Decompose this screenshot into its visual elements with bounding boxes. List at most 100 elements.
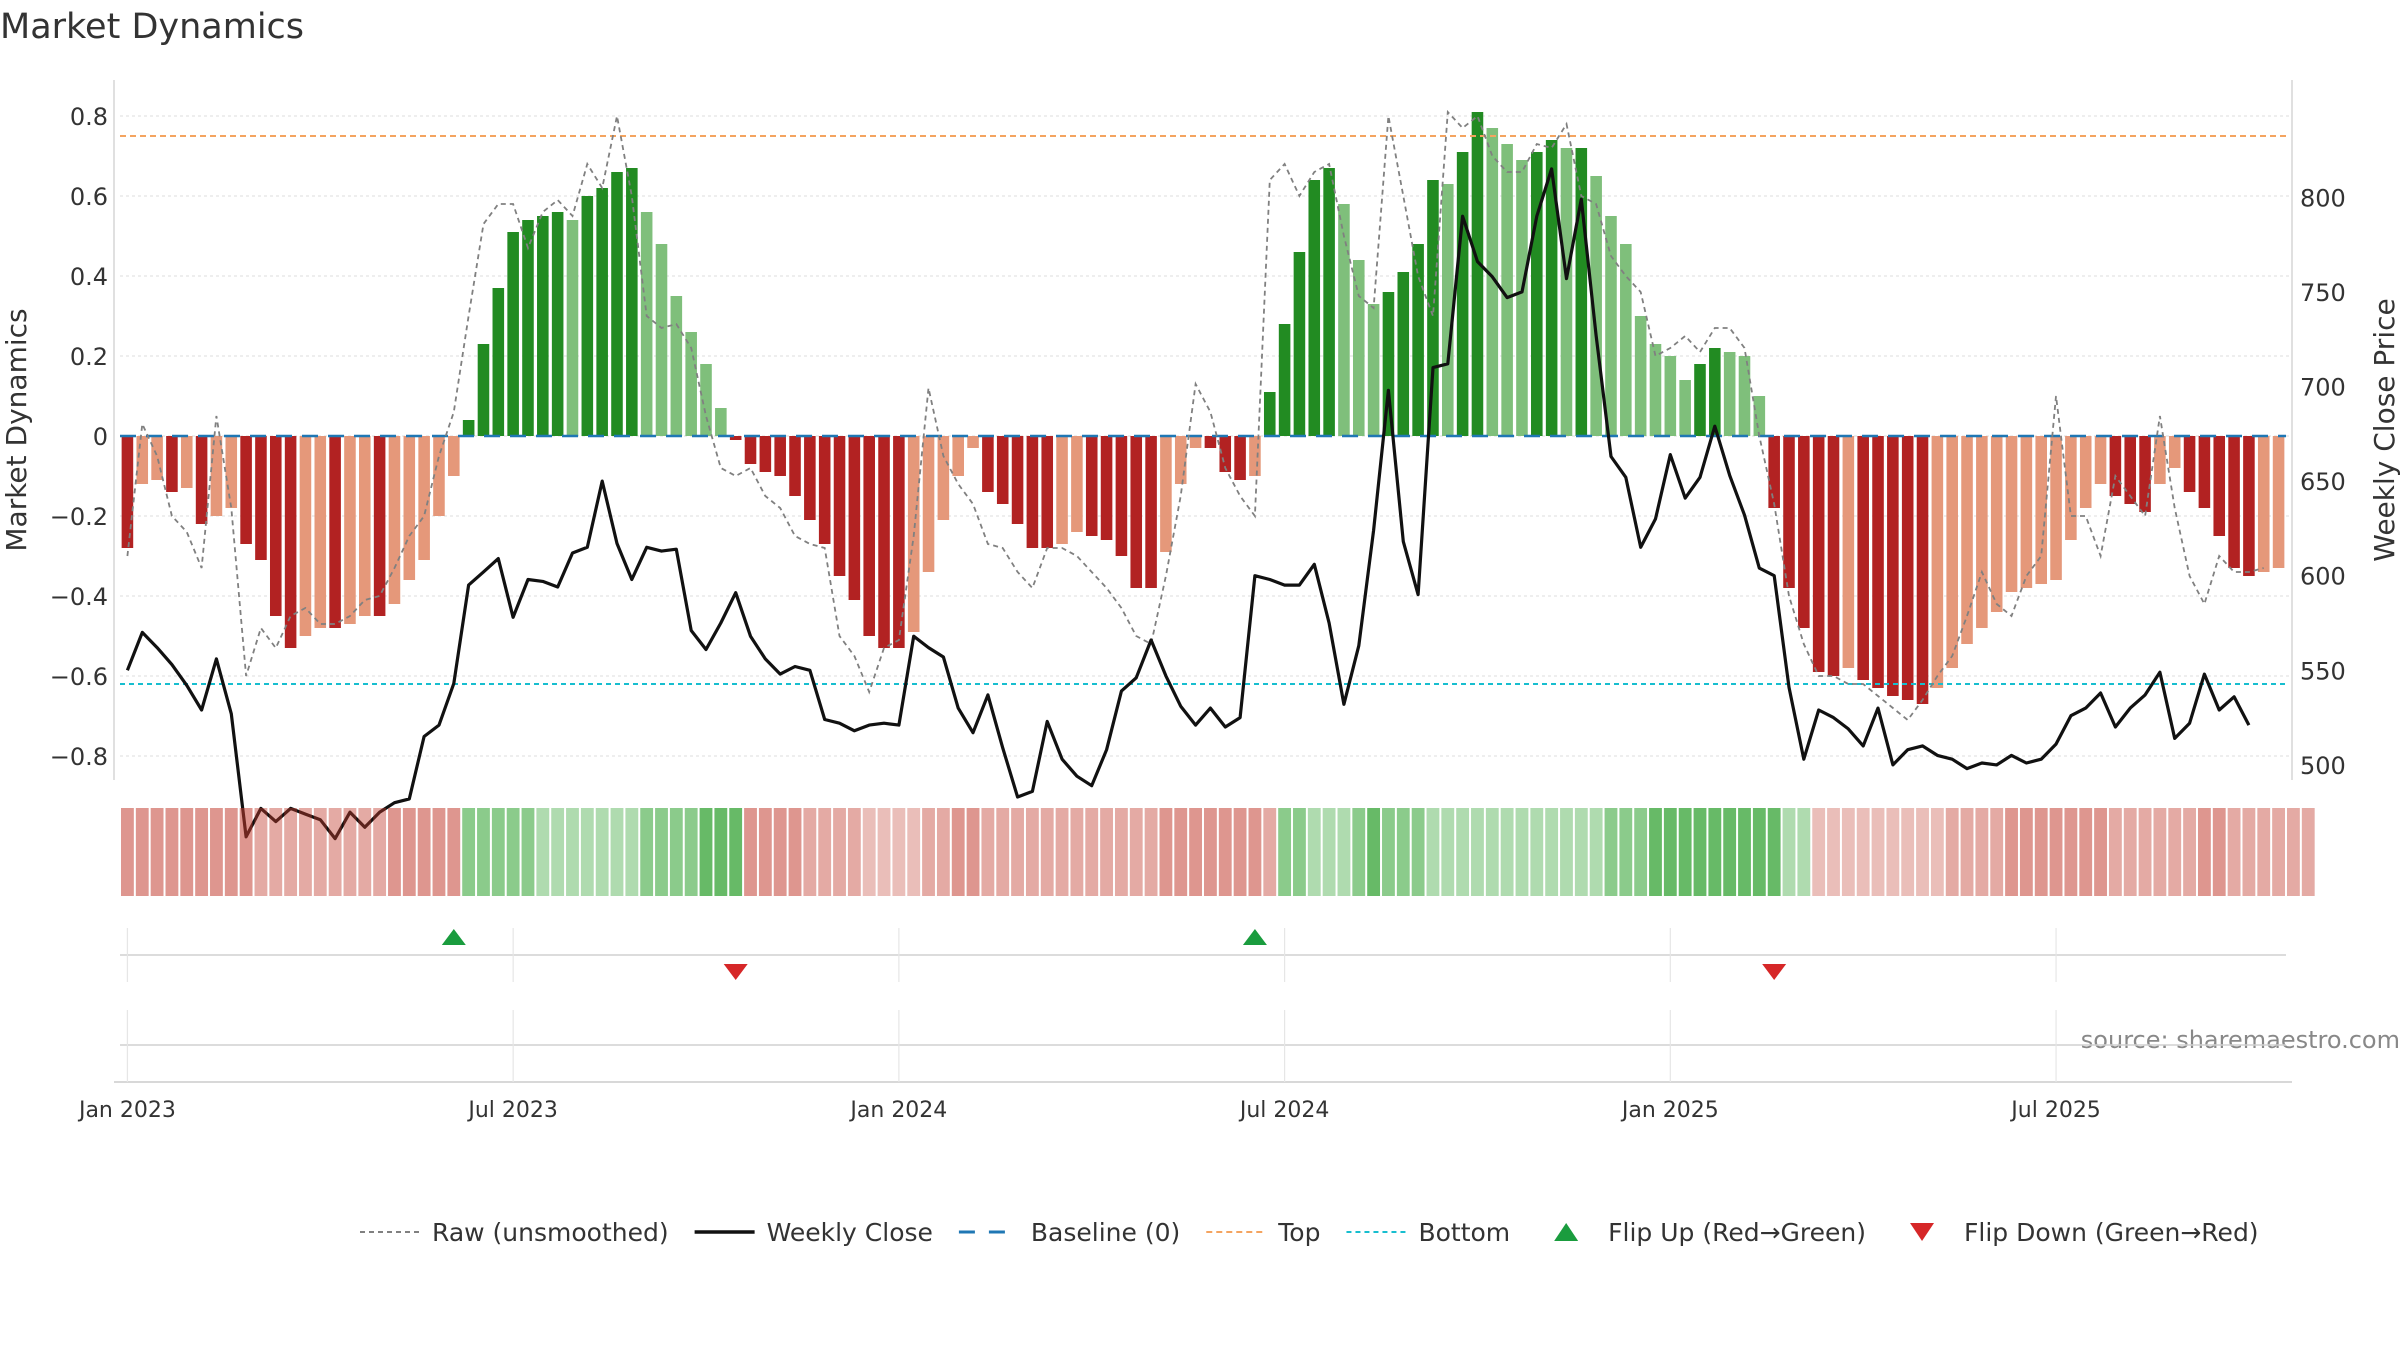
- regime-cell: [1278, 808, 1292, 896]
- regime-cell: [744, 808, 757, 896]
- momentum-bar: [670, 296, 683, 436]
- regime-cell: [684, 808, 698, 896]
- momentum-bar: [1976, 436, 1988, 628]
- regime-cell: [2153, 808, 2167, 896]
- momentum-bar: [240, 436, 252, 544]
- legend-item: Weekly Close: [694, 1218, 933, 1247]
- momentum-bar: [1367, 304, 1380, 436]
- momentum-bar: [1798, 436, 1810, 628]
- regime-cell: [818, 808, 832, 896]
- regime-cell: [1055, 808, 1069, 896]
- regime-cell: [1708, 808, 1722, 896]
- momentum-bar: [1501, 144, 1513, 436]
- momentum-bar: [952, 436, 964, 476]
- momentum-bar: [1174, 436, 1187, 484]
- momentum-bar: [1872, 436, 1884, 688]
- regime-cell: [1901, 808, 1915, 896]
- regime-cell: [1574, 808, 1588, 896]
- momentum-bar: [804, 436, 816, 520]
- legend-item: Top: [1206, 1218, 1320, 1247]
- regime-cell: [210, 808, 223, 896]
- regime-cell: [1070, 808, 1084, 896]
- regime-cell: [595, 808, 609, 896]
- momentum-bar: [1531, 152, 1543, 436]
- regime-cell: [625, 808, 639, 896]
- momentum-bar: [2139, 436, 2151, 512]
- momentum-bar: [2228, 436, 2240, 568]
- regime-cell: [788, 808, 802, 896]
- momentum-bar: [1204, 436, 1217, 448]
- regime-cell: [2049, 808, 2063, 896]
- regime-cell: [758, 808, 772, 896]
- regime-cell: [299, 808, 312, 896]
- momentum-bar: [893, 436, 905, 648]
- regime-cell: [1322, 808, 1336, 896]
- regime-cell: [1159, 808, 1173, 896]
- legend-label: Bottom: [1418, 1218, 1510, 1247]
- regime-cell: [877, 808, 891, 896]
- source-note: source: sharemaestro.com: [2081, 1026, 2400, 1054]
- momentum-bar: [1071, 436, 1083, 532]
- flip-up-marker: [1242, 929, 1267, 945]
- momentum-bar: [1160, 436, 1172, 552]
- momentum-bar: [863, 436, 875, 636]
- regime-cell: [1025, 808, 1039, 896]
- flip-down-marker: [723, 964, 748, 980]
- flip-up-marker: [441, 929, 466, 945]
- legend-swatch-flip-up: [1554, 1223, 1579, 1241]
- momentum-bar: [1145, 436, 1157, 588]
- regime-cell: [1856, 808, 1870, 896]
- momentum-bar: [1901, 436, 1914, 700]
- x-tick-label: Jan 2023: [77, 1098, 176, 1123]
- momentum-bar: [2154, 436, 2166, 484]
- momentum-bar: [655, 244, 668, 436]
- regime-cell: [966, 808, 980, 896]
- momentum-bar: [1219, 436, 1232, 472]
- momentum-bar: [1916, 436, 1929, 704]
- momentum-bar: [2257, 436, 2270, 572]
- regime-cell: [1189, 808, 1202, 896]
- regime-cell: [1233, 808, 1247, 896]
- legend-item: Flip Down (Green→Red): [1910, 1218, 2259, 1247]
- momentum-bar: [611, 172, 623, 436]
- y-tick-label: 0.8: [70, 103, 108, 131]
- momentum-bar: [462, 420, 475, 436]
- momentum-bar: [522, 220, 534, 436]
- y-tick-label: 0.4: [70, 263, 108, 291]
- momentum-bar: [596, 188, 608, 436]
- momentum-bar: [937, 436, 950, 520]
- momentum-bar: [729, 436, 742, 440]
- y2-tick-label: 600: [2300, 563, 2346, 591]
- regime-cell: [388, 808, 401, 896]
- regime-cell: [1604, 808, 1618, 896]
- y-tick-label: −0.2: [50, 503, 108, 531]
- momentum-bar: [1753, 396, 1766, 436]
- regime-cell: [284, 808, 298, 896]
- regime-cell: [714, 808, 728, 896]
- momentum-bar: [166, 436, 178, 492]
- momentum-bar: [1041, 436, 1054, 548]
- legend-label: Flip Up (Red→Green): [1608, 1218, 1866, 1247]
- momentum-bar: [1931, 436, 1944, 688]
- momentum-bar: [1575, 148, 1588, 436]
- regime-cell: [1589, 808, 1603, 896]
- momentum-bar: [566, 220, 579, 436]
- regime-cell: [1693, 808, 1707, 896]
- momentum-bar: [2213, 436, 2226, 536]
- regime-cell: [1649, 808, 1662, 896]
- regime-cell: [1886, 808, 1900, 896]
- regime-cell: [1945, 808, 1959, 896]
- regime-cell: [1293, 808, 1306, 896]
- momentum-bar: [922, 436, 935, 572]
- regime-cell: [373, 808, 387, 896]
- regime-cell: [1129, 808, 1143, 896]
- x-tick-label: Jan 2025: [1620, 1098, 1719, 1123]
- regime-cell: [536, 808, 550, 896]
- regime-cell: [1560, 808, 1573, 896]
- momentum-bar: [1664, 356, 1677, 436]
- momentum-bar: [537, 216, 549, 436]
- momentum-bar: [1026, 436, 1039, 548]
- momentum-bar: [1634, 316, 1647, 436]
- regime-cell: [1841, 808, 1855, 896]
- flip-down-marker: [1762, 964, 1787, 980]
